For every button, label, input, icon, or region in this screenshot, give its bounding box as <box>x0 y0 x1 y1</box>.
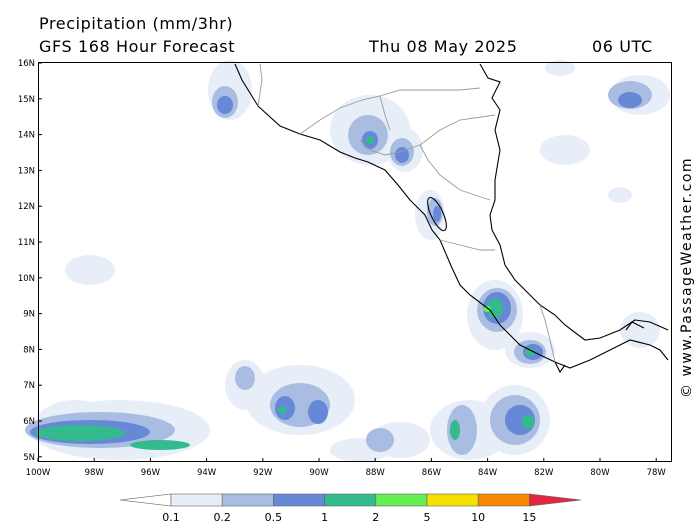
lat-tick-label: 10N <box>18 274 35 284</box>
credit-text: © www.PassageWeather.com <box>679 156 695 398</box>
legend-label: 15 <box>522 511 536 524</box>
coastlines <box>234 63 669 374</box>
legend-swatch <box>426 493 479 507</box>
political-borders <box>257 63 556 363</box>
legend-label: 2 <box>372 511 379 524</box>
forecast-time: 06 UTC <box>592 37 653 56</box>
lat-tick-label: 6N <box>23 417 35 427</box>
lon-tick-label: 86W <box>422 468 442 478</box>
lat-tick-label: 16N <box>18 59 35 69</box>
lon-tick-label: 80W <box>590 468 610 478</box>
lat-tick-label: 14N <box>18 131 35 141</box>
lon-tick-label: 94W <box>197 468 217 478</box>
lon-tick-label: 88W <box>366 468 386 478</box>
latitude-axis: 16N 15N 14N 13N 12N 11N 10N 9N 8N 7N 6N 5N <box>18 59 42 463</box>
legend-label: 5 <box>424 511 431 524</box>
legend-swatch <box>273 493 325 507</box>
precip-layer <box>25 60 670 462</box>
lon-tick-label: 84W <box>478 468 498 478</box>
legend-label: 0.1 <box>162 511 180 524</box>
lat-tick-label: 8N <box>23 345 35 355</box>
legend-label: 10 <box>471 511 485 524</box>
legend-swatch <box>477 493 530 507</box>
lat-tick-label: 9N <box>23 310 35 320</box>
longitude-axis: 100W 98W 96W 94W 92W 90W 88W 86W 84W 82W 80W 78W <box>26 458 667 478</box>
precipitation-legend: 0.1 0.2 0.5 1 2 5 10 15 <box>119 493 582 524</box>
legend-swatch <box>119 493 172 507</box>
lat-tick-label: 15N <box>18 95 35 105</box>
lat-tick-label: 7N <box>23 381 35 391</box>
lon-tick-label: 78W <box>647 468 667 478</box>
lon-tick-label: 98W <box>85 468 105 478</box>
forecast-date: Thu 08 May 2025 <box>369 37 518 56</box>
lat-tick-label: 5N <box>23 453 35 463</box>
lon-tick-label: 92W <box>253 468 273 478</box>
legend-swatch <box>170 493 223 507</box>
lon-tick-label: 90W <box>309 468 329 478</box>
legend-swatch <box>529 493 582 507</box>
lat-tick-label: 11N <box>18 238 35 248</box>
lat-tick-label: 13N <box>18 166 35 176</box>
legend-swatch <box>375 493 428 507</box>
legend-swatch <box>221 493 274 507</box>
title-line-2: GFS 168 Hour Forecast <box>39 37 236 56</box>
legend-label: 0.5 <box>265 511 283 524</box>
lat-tick-label: 12N <box>18 202 35 212</box>
lon-tick-label: 100W <box>26 468 51 478</box>
legend-label: 0.2 <box>213 511 231 524</box>
legend-label: 1 <box>321 511 328 524</box>
lon-tick-label: 96W <box>141 468 161 478</box>
title-line-1: Precipitation (mm/3hr) <box>39 14 234 33</box>
legend-swatch <box>324 493 377 507</box>
lon-tick-label: 82W <box>534 468 554 478</box>
